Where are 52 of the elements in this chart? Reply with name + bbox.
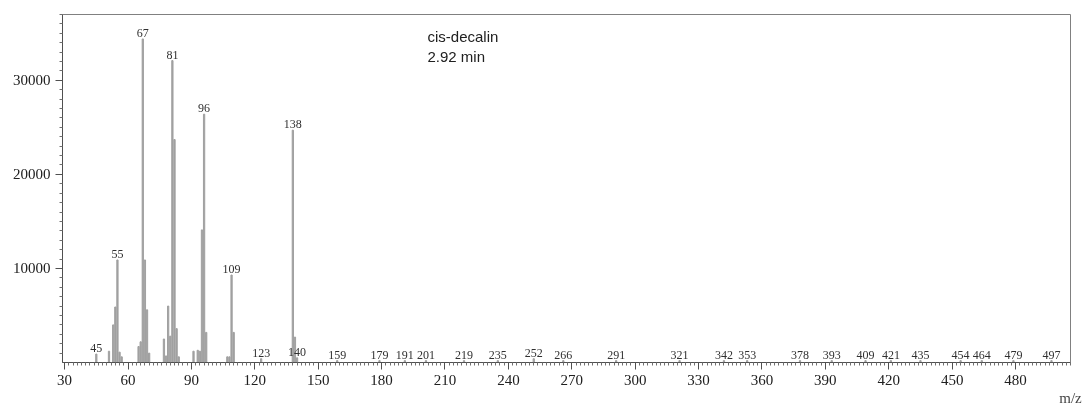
annotation: 201 xyxy=(416,347,435,362)
annotation: 378 xyxy=(791,347,810,362)
annotation: 479 xyxy=(1004,347,1023,362)
y-tick-label: 20000 xyxy=(13,166,51,183)
annotation: 81 xyxy=(166,47,179,62)
annotation: 96 xyxy=(198,101,211,116)
x-tick-label: 450 xyxy=(940,371,964,388)
annotation: 291 xyxy=(607,347,626,362)
annotation: 342 xyxy=(714,347,733,362)
annotation: 321 xyxy=(670,347,689,362)
annotation: 2.92 min xyxy=(427,47,486,65)
annotation: 55 xyxy=(111,246,124,261)
annotation: 67 xyxy=(136,25,149,40)
x-tick-label: 120 xyxy=(243,371,267,388)
x-tick-label: 150 xyxy=(306,371,330,388)
annotation: 464 xyxy=(972,347,991,362)
annotation: 159 xyxy=(328,347,347,362)
x-tick-label: 480 xyxy=(1004,371,1027,388)
annotation: 235 xyxy=(488,347,507,362)
annotation: 409 xyxy=(856,347,875,362)
annotation: 353 xyxy=(738,347,757,362)
x-tick-label: 240 xyxy=(497,371,520,388)
x-tick-label: 420 xyxy=(877,371,901,388)
y-tick-label: 30000 xyxy=(13,72,51,89)
annotation: 138 xyxy=(283,117,302,132)
x-tick-label: 210 xyxy=(433,371,457,388)
annotation: cis-decalin xyxy=(427,27,499,45)
annotation: 45 xyxy=(90,341,103,356)
x-tick-label: 270 xyxy=(560,371,584,388)
annotation: 421 xyxy=(881,347,900,362)
annotation: 140 xyxy=(288,344,307,359)
annotation: 219 xyxy=(455,347,474,362)
annotation: 266 xyxy=(554,347,573,362)
annotation: 123 xyxy=(252,345,271,360)
annotation: 435 xyxy=(911,347,930,362)
y-tick-label: 10000 xyxy=(13,260,51,277)
x-axis-title: m/z xyxy=(1059,389,1083,406)
x-tick-label: 300 xyxy=(623,371,647,388)
x-tick-label: 60 xyxy=(120,371,136,388)
x-tick-label: 180 xyxy=(370,371,393,388)
annotation: 393 xyxy=(822,347,841,362)
annotation: 179 xyxy=(370,347,389,362)
x-tick-label: 30 xyxy=(57,371,73,388)
annotation: 109 xyxy=(222,262,241,277)
x-tick-label: 330 xyxy=(687,371,710,388)
annotation: 252 xyxy=(524,345,543,360)
x-tick-label: 390 xyxy=(814,371,837,388)
x-tick-label: 90 xyxy=(183,371,199,388)
annotation: 497 xyxy=(1042,347,1061,362)
annotation: 454 xyxy=(951,347,970,362)
x-tick-label: 360 xyxy=(750,371,774,388)
annotation: 191 xyxy=(395,347,414,362)
